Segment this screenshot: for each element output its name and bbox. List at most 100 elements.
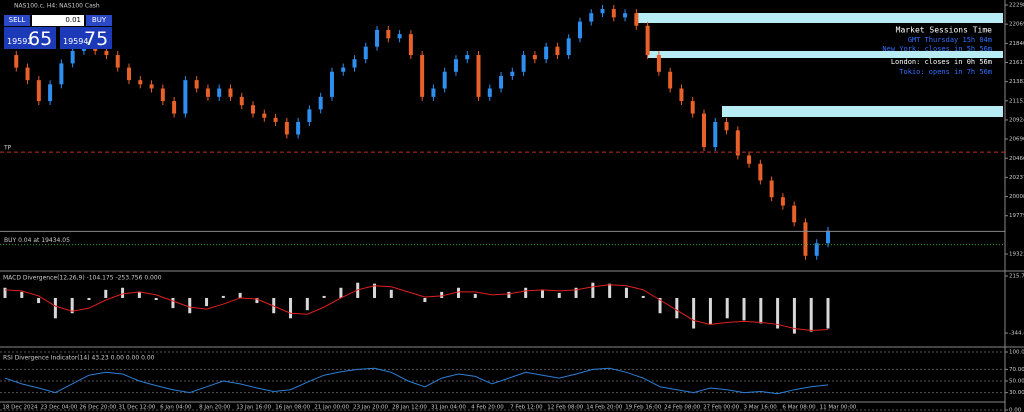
candle-body bbox=[713, 121, 718, 148]
time-label: 28 Jan 12:00 bbox=[392, 405, 427, 411]
candle-body bbox=[115, 55, 120, 68]
candle-body bbox=[296, 121, 301, 135]
macd-bar bbox=[792, 297, 796, 334]
candle-body bbox=[307, 109, 312, 122]
time-label: 6 Mar 08:00 bbox=[782, 405, 816, 411]
candle-body bbox=[544, 46, 549, 60]
macd-bar bbox=[524, 287, 528, 298]
macd-bar bbox=[473, 293, 477, 298]
macd-bar bbox=[205, 297, 209, 307]
candle-body bbox=[758, 163, 763, 181]
session-box bbox=[722, 106, 1003, 117]
price-points: 65 bbox=[28, 28, 53, 50]
candle-body bbox=[747, 155, 752, 164]
candle-body bbox=[239, 96, 244, 106]
candle-body bbox=[217, 88, 222, 97]
macd-bar bbox=[70, 297, 74, 314]
candle-body bbox=[442, 71, 447, 89]
y-tick-label: 70.00 bbox=[1009, 367, 1024, 373]
macd-bar bbox=[557, 292, 561, 298]
candle-body bbox=[70, 50, 75, 64]
candle-body bbox=[487, 88, 492, 97]
candle-body bbox=[690, 101, 695, 114]
time-label: 7 Feb 12:00 bbox=[510, 405, 543, 411]
macd-bar bbox=[540, 289, 544, 298]
candle-body bbox=[701, 113, 706, 148]
candle-body bbox=[420, 55, 425, 97]
sell-price[interactable]: 19592 65 bbox=[4, 27, 56, 50]
sessions-gmt: GMT Thursday 15h 04m bbox=[908, 36, 992, 44]
time-label: 24 Feb 08:00 bbox=[664, 405, 701, 411]
candle-body bbox=[205, 88, 210, 97]
candle-body bbox=[656, 55, 661, 72]
candle-body bbox=[25, 67, 30, 81]
y-tick-label: 30.00 bbox=[1009, 390, 1024, 396]
tp-label: TP bbox=[3, 145, 12, 152]
y-tick-label: 215.74 bbox=[1009, 273, 1024, 279]
macd-bar bbox=[305, 297, 309, 311]
candle-body bbox=[138, 80, 143, 85]
y-tick-label: -344.48 bbox=[1009, 331, 1024, 337]
y-tick-label: 19779 bbox=[1009, 213, 1024, 219]
candle-body bbox=[431, 88, 436, 97]
time-label: 23 Jan 20:00 bbox=[353, 405, 388, 411]
macd-bar bbox=[221, 295, 225, 298]
y-tick-label: 20237 bbox=[1009, 175, 1024, 181]
candle-body bbox=[814, 243, 819, 256]
macd-bar bbox=[104, 289, 108, 298]
indicator-label: RSI Divergence Indicator(14) 43.23 0.00 … bbox=[3, 355, 155, 362]
candle-body bbox=[780, 197, 785, 206]
sessions-london: London: closes in 0h 56m bbox=[891, 58, 992, 66]
macd-bar bbox=[154, 297, 158, 300]
macd-bar bbox=[389, 289, 393, 298]
candle-body bbox=[510, 71, 515, 76]
time-label: 16 Jan 08:00 bbox=[275, 405, 310, 411]
candle-body bbox=[251, 105, 256, 114]
candle-body bbox=[611, 9, 616, 18]
time-label: 6 Jan 04:00 bbox=[160, 405, 192, 411]
macd-bar bbox=[456, 287, 460, 298]
candle-body bbox=[149, 84, 154, 89]
macd-bar bbox=[255, 297, 259, 304]
indicator-label: MACD Divergence(12,26,9) -104.175 -253.7… bbox=[3, 275, 162, 282]
macd-bar bbox=[641, 295, 645, 298]
macd-bar bbox=[37, 297, 41, 304]
candle-body bbox=[645, 25, 650, 56]
candle-body bbox=[160, 88, 165, 102]
y-tick-label: 20924 bbox=[1009, 117, 1024, 123]
session-box bbox=[648, 51, 1003, 58]
macd-bar bbox=[188, 297, 192, 314]
time-label: 26 Dec 20:00 bbox=[79, 405, 116, 411]
candle-body bbox=[262, 113, 267, 118]
time-label: 8 Jan 20:00 bbox=[199, 405, 231, 411]
lot-input[interactable]: 0.01 bbox=[32, 15, 84, 26]
candle-body bbox=[600, 9, 605, 14]
order-label: BUY 0.04 at 19434.05 bbox=[4, 237, 70, 244]
candle-body bbox=[679, 88, 684, 102]
time-label: 4 Feb 20:00 bbox=[471, 405, 504, 411]
candle-body bbox=[555, 46, 560, 56]
buy-button[interactable]: BUY bbox=[86, 15, 112, 26]
macd-bar bbox=[289, 297, 293, 319]
buy-price[interactable]: 19594 75 bbox=[60, 27, 112, 50]
candle-body bbox=[803, 222, 808, 256]
y-tick-label: 20466 bbox=[1009, 156, 1024, 162]
candle-body bbox=[476, 55, 481, 97]
time-label: 14 Feb 20:00 bbox=[586, 405, 623, 411]
candle-body bbox=[634, 13, 639, 26]
macd-bar bbox=[238, 292, 242, 298]
macd-bar bbox=[759, 297, 763, 324]
candle-body bbox=[465, 55, 470, 60]
candle-body bbox=[352, 59, 357, 68]
macd-bar bbox=[373, 283, 377, 298]
sell-button[interactable]: SELL bbox=[4, 15, 30, 26]
sessions-title: Market Sessions Time bbox=[896, 26, 993, 35]
candle-body bbox=[499, 75, 504, 89]
macd-bar bbox=[725, 297, 729, 319]
time-label: 3 Mar 16:00 bbox=[743, 405, 777, 411]
time-label: 12 Feb 08:00 bbox=[547, 405, 584, 411]
candle-body bbox=[273, 117, 278, 122]
time-label: 21 Jan 00:00 bbox=[314, 405, 349, 411]
